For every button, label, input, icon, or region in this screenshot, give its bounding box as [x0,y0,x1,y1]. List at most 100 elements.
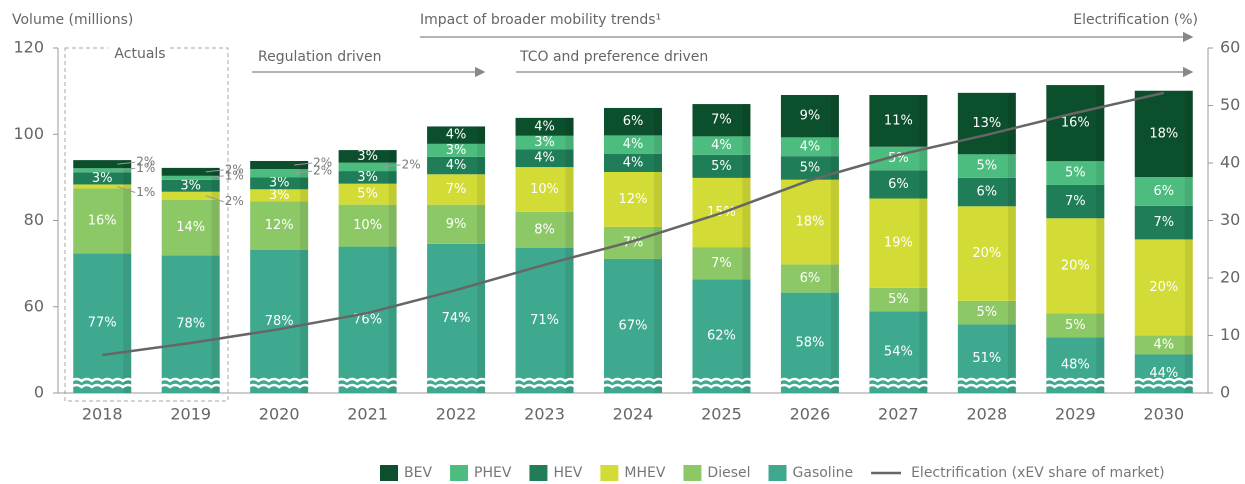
bar-segment [161,199,220,256]
bar-shade [565,167,574,212]
bar-segment [957,206,1016,301]
data-label: 6% [1153,184,1174,199]
bar-shade [830,292,839,393]
bar-shade [742,104,751,137]
bar-shade [1007,300,1016,325]
bar-segment [338,183,397,205]
data-label: 3% [180,178,201,193]
data-label: 9% [800,109,821,124]
data-label: 11% [884,113,913,128]
bar-segment [957,300,1016,325]
bar-shade [742,177,751,248]
data-label: 5% [1065,166,1086,181]
data-label: 7% [1153,215,1174,230]
bar-shade [211,167,220,176]
x-tick-label: 2024 [613,405,654,424]
bar-shade [1007,206,1016,301]
bar-segment [1134,205,1193,240]
bar-segment [73,168,132,173]
data-label: 8% [534,222,555,237]
bar-shade [123,253,132,393]
bar-segment [780,264,839,293]
bar-segment [73,184,132,189]
leader [117,167,136,171]
data-label: 54% [884,345,913,360]
bar-shade [477,243,486,393]
data-label: 4% [711,138,732,153]
y-axis-label: Volume (millions) [12,12,133,28]
bar-segment [1046,184,1105,219]
bar-segment [250,160,309,170]
data-label: 2% [136,155,155,169]
x-tick-label: 2019 [170,405,211,424]
bar-segment [73,188,132,254]
bar-shade [830,179,839,265]
annotation: Regulation driven [258,49,382,65]
data-label: 78% [265,314,294,329]
bar-shade [1007,92,1016,155]
bar-segment [161,255,220,393]
bar-segment [73,172,132,185]
data-label: 62% [707,329,736,344]
bar-shade [123,184,132,189]
y-tick-label: 100 [13,124,44,143]
data-label: 4% [800,139,821,154]
bar-segment [1134,335,1193,355]
bar-segment [604,258,662,393]
data-label: 2% [402,157,421,171]
axis-break [247,377,311,383]
y-tick-label: 120 [13,38,44,57]
axis-break [778,383,842,389]
bar-shade [919,95,928,147]
data-label: 2% [313,164,332,178]
bar-shade [211,191,220,200]
bar-shade [565,211,574,248]
legend-label: Gasoline [793,465,854,481]
bar-shade [211,179,220,192]
bar-shade [1184,354,1193,393]
bar-segment [427,204,486,244]
bar-segment [161,175,220,180]
x-tick-label: 2023 [524,405,565,424]
bar-shade [654,107,662,136]
bar-shade [654,135,662,154]
label-bg [108,44,170,62]
y2-tick-label: 30 [1220,210,1240,229]
y2-tick-label: 60 [1220,38,1240,57]
data-label: 6% [800,271,821,286]
bar-shade [300,169,309,178]
axis-break [955,377,1019,383]
data-label: 18% [795,215,824,230]
bar-segment [780,292,839,393]
leader [382,164,401,168]
bar-shade [742,247,751,280]
bar-segment [515,149,574,168]
data-label: 7% [711,113,732,128]
bar-segment [427,243,486,393]
y2-tick-label: 40 [1220,153,1240,172]
bar-segment [250,201,309,250]
legend-swatch [768,465,787,481]
bar-shade [300,160,309,170]
legend-label: HEV [553,465,582,481]
data-label: 3% [269,176,290,191]
legend-label: BEV [404,465,432,481]
data-label: 19% [884,236,913,251]
axis-break [866,383,931,389]
bar-segment [604,226,662,259]
annotation: Actuals [114,46,165,62]
legend-label: PHEV [474,465,512,481]
bar-segment [869,170,928,199]
bar-segment [427,174,486,205]
axis-break [335,377,400,383]
data-label: 13% [972,116,1001,131]
data-label: 7% [446,182,467,197]
leader [117,161,136,165]
leader [117,186,136,193]
axis-break [512,377,577,383]
bar-segment [692,279,751,393]
bar-segment [73,253,132,393]
bar-shade [1007,324,1016,393]
legend-label: Diesel [707,465,750,481]
bar-shade [919,287,928,312]
